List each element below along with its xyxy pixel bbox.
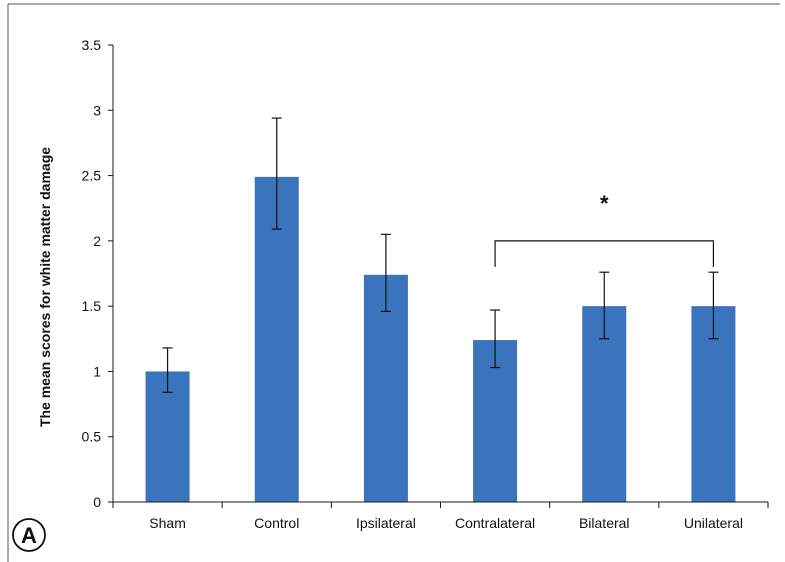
bar-control [254,176,299,502]
error-bars-group [162,117,719,393]
y-tick-label: 0 [93,494,101,510]
y-tick-label: 2.5 [82,168,102,184]
x-tick-label: Contralateral [455,515,535,531]
panel-label: A [21,523,37,548]
y-tick-label: 3.5 [82,37,102,53]
x-tick-label: Control [254,515,299,531]
x-tick-label: Sham [149,515,186,531]
bars-group [145,176,736,502]
y-tick-label: 0.5 [82,429,102,445]
x-tick-label: Bilateral [579,515,630,531]
x-ticks-group: Sham Control Ipsilateral Contralateral Bilat… [112,502,769,531]
y-ticks-group: 0 0.5 1 1.5 2 2.5 3 3.5 [82,37,113,510]
y-tick-label: 1.5 [82,298,102,314]
bar-ipsilateral [363,274,408,502]
significance-bracket [494,240,715,267]
panel-label-circle [12,518,46,552]
y-tick-label: 2 [93,233,101,249]
y-tick-label: 3 [93,102,101,118]
significance-star: * [600,191,609,216]
x-tick-label: Ipsilateral [356,515,416,531]
y-tick-label: 1 [93,363,101,379]
panel-label-badge: A [12,518,46,552]
x-tick-label: Unilateral [684,515,743,531]
axes-group [112,45,768,503]
significance-group: * [494,191,715,267]
bar-sham [145,371,190,502]
y-axis-label: The mean scores for white matter damage [37,147,53,427]
